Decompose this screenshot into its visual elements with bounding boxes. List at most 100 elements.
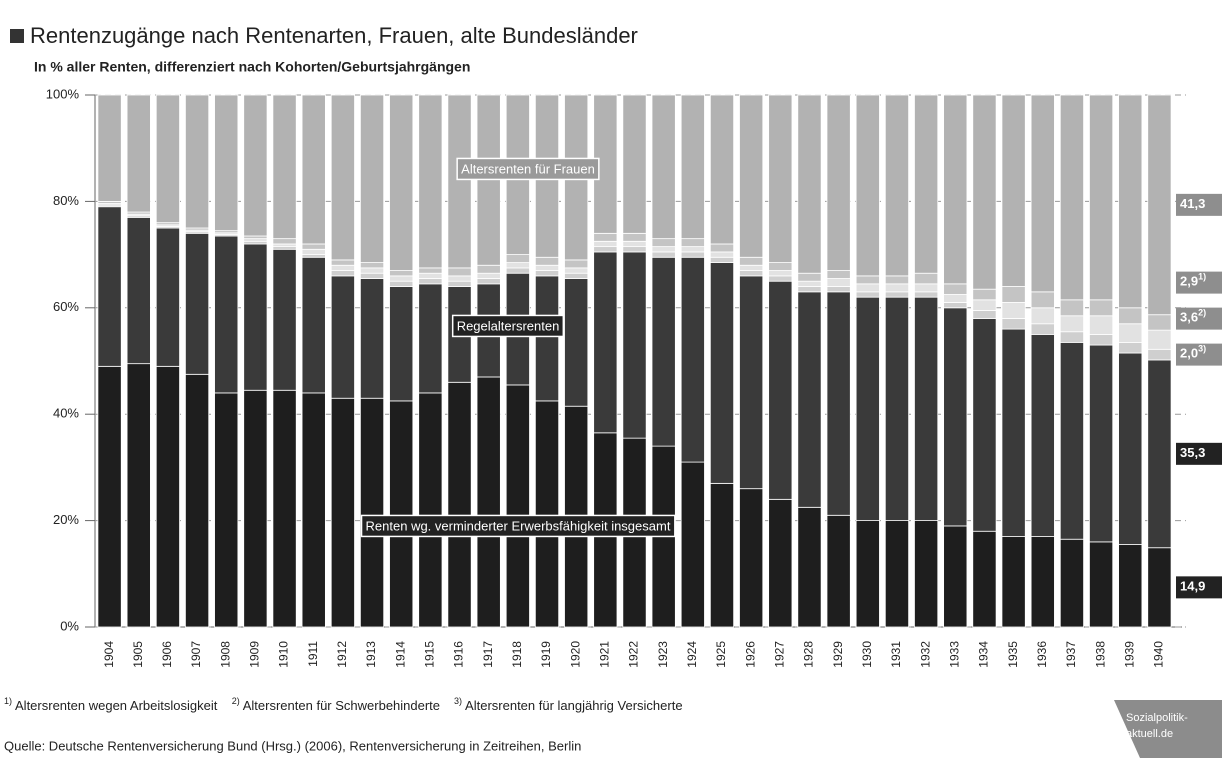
bar-segment xyxy=(447,381,472,628)
x-tick-label: 1915 xyxy=(423,641,437,668)
bar-segment xyxy=(768,270,793,277)
bar-segment xyxy=(564,267,589,274)
x-tick-label: 1912 xyxy=(335,641,349,668)
bar-segment xyxy=(534,264,560,271)
value-label-box xyxy=(1176,193,1222,216)
bar-segment xyxy=(622,94,647,234)
bar-segment xyxy=(1147,348,1172,361)
bar-segment xyxy=(972,94,997,290)
bar-segment xyxy=(1118,307,1143,325)
y-tick-label: 60% xyxy=(53,299,79,314)
x-tick-label: 1924 xyxy=(685,641,699,668)
x-tick-label: 1920 xyxy=(568,641,582,668)
bar-segment xyxy=(855,296,880,522)
series-label-box xyxy=(456,157,600,181)
bar-segment xyxy=(914,296,939,522)
bar-segment xyxy=(476,264,501,274)
value-label-box xyxy=(1176,271,1222,294)
bar-segment xyxy=(826,291,851,516)
bar-segment xyxy=(126,94,151,213)
x-tick-label: 1930 xyxy=(860,641,874,668)
bar-segment xyxy=(359,262,385,269)
logo: Sozialpolitik- xyxy=(1126,712,1188,724)
bar-segment xyxy=(534,275,560,402)
bar-segment xyxy=(826,278,851,287)
bar-segment xyxy=(564,259,589,269)
bar-segment xyxy=(564,272,589,279)
bar-segment xyxy=(972,310,997,319)
bar-segment xyxy=(855,291,880,298)
bar-segment xyxy=(1059,315,1084,333)
bar-segment xyxy=(447,94,472,269)
bar-segment xyxy=(1001,286,1026,303)
bar-segment xyxy=(505,384,530,628)
bar-segment xyxy=(126,363,151,628)
bar-segment xyxy=(680,238,705,248)
footnote-text: Altersrenten für Schwerbehinderte xyxy=(243,698,440,713)
bar-segment xyxy=(739,256,764,266)
bar-segment xyxy=(1118,341,1143,354)
footnote-marker: 3) xyxy=(454,696,462,706)
bar-segment xyxy=(1001,536,1026,628)
bar-segment xyxy=(651,238,676,248)
x-tick-label: 1928 xyxy=(802,641,816,668)
bar-segment xyxy=(826,94,851,271)
bar-segment xyxy=(943,283,968,295)
bar-segment xyxy=(768,275,793,282)
bar-segment xyxy=(1089,344,1114,543)
series-label: Renten wg. verminderter Erwerbsfähigkeit… xyxy=(366,518,671,533)
bar-segment xyxy=(855,283,880,293)
bar-segment xyxy=(447,267,472,277)
x-tick-label: 1936 xyxy=(1035,641,1049,668)
source: Quelle: Deutsche Rentenversicherung Bund… xyxy=(4,738,581,753)
bar-segment xyxy=(1147,359,1172,549)
footnote-marker: 2) xyxy=(1198,308,1206,318)
bar-segment xyxy=(185,94,210,229)
value-label-text: 2,9 xyxy=(1180,274,1198,289)
x-tick-label: 1923 xyxy=(656,641,670,668)
series-label: Regelaltersrenten xyxy=(457,318,560,333)
bar-segment xyxy=(1147,94,1172,316)
bar-segment xyxy=(1030,536,1055,628)
bar-segment xyxy=(359,278,385,399)
bar-segment xyxy=(680,461,705,628)
bar-segment xyxy=(972,288,997,301)
footnote-marker: 1) xyxy=(4,696,12,706)
bar-segment xyxy=(972,530,997,628)
bar-segment xyxy=(505,267,530,274)
bar-segment xyxy=(739,264,764,271)
bar-segment xyxy=(797,286,822,293)
bar-segment xyxy=(272,248,297,391)
bar-segment xyxy=(739,94,764,258)
bar-segment xyxy=(330,264,355,271)
bar-segment xyxy=(330,270,355,277)
bar-segment xyxy=(914,283,939,293)
bar-segment xyxy=(1089,315,1114,335)
footnote: 2) Altersrenten für Schwerbehinderte xyxy=(232,696,440,713)
bar-segment xyxy=(914,272,939,285)
bar-segment xyxy=(330,397,355,628)
series-label: Altersrenten für Frauen xyxy=(461,161,595,176)
value-label-box xyxy=(1176,307,1222,330)
bar-segment xyxy=(1147,329,1172,350)
bar-segment xyxy=(389,280,414,287)
bar-segment xyxy=(709,243,735,253)
bar-segment xyxy=(709,256,735,263)
bar-segment xyxy=(680,256,705,463)
x-tick-label: 1913 xyxy=(364,641,378,668)
bar-segment xyxy=(1001,94,1026,287)
bar-segment xyxy=(593,251,618,434)
bar-segment xyxy=(709,262,735,484)
x-tick-label: 1905 xyxy=(131,641,145,668)
x-tick-label: 1918 xyxy=(510,641,524,668)
bar-segment xyxy=(301,94,326,245)
y-tick-label: 0% xyxy=(60,618,79,633)
bar-segment xyxy=(1030,291,1055,309)
x-tick-label: 1910 xyxy=(277,641,291,668)
bar-segment xyxy=(884,283,910,293)
bar-segment xyxy=(1147,547,1172,628)
bar-segment xyxy=(622,251,647,439)
bar-segment xyxy=(243,243,268,391)
bar-segment xyxy=(739,488,764,628)
bar-segment xyxy=(680,251,705,258)
